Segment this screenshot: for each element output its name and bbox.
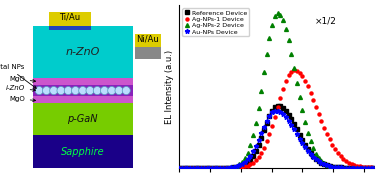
Bar bbox=[135, 34, 161, 47]
Text: Sapphire: Sapphire bbox=[61, 147, 105, 157]
Ag-NPs-1 Device bbox=[303, 80, 307, 82]
Ag-NPs-2 Device bbox=[276, 12, 280, 14]
Circle shape bbox=[57, 86, 65, 95]
Bar bbox=[49, 26, 91, 30]
Ag-NPs-2 Device bbox=[311, 147, 316, 149]
Reference Device bbox=[223, 167, 228, 169]
Au-NPs Device bbox=[371, 167, 376, 169]
Text: Metal NPs: Metal NPs bbox=[0, 64, 36, 88]
Line: Ag-NPs-2 Device: Ag-NPs-2 Device bbox=[177, 11, 375, 170]
Ag-NPs-2 Device bbox=[371, 167, 376, 169]
Circle shape bbox=[35, 86, 43, 95]
Circle shape bbox=[122, 86, 130, 95]
Circle shape bbox=[50, 86, 58, 95]
Au-NPs Device bbox=[289, 124, 294, 126]
Au-NPs Device bbox=[177, 167, 181, 169]
Reference Device bbox=[243, 163, 247, 165]
Au-NPs Device bbox=[311, 156, 316, 158]
Bar bbox=[135, 47, 161, 59]
Bar bbox=[33, 135, 133, 168]
Au-NPs Device bbox=[204, 167, 209, 169]
Line: Reference Device: Reference Device bbox=[178, 104, 375, 169]
Reference Device bbox=[289, 118, 294, 120]
Text: MgO: MgO bbox=[9, 96, 36, 102]
Ag-NPs-2 Device bbox=[223, 167, 228, 169]
Au-NPs Device bbox=[303, 146, 307, 148]
Text: p-GaN: p-GaN bbox=[68, 114, 98, 124]
Ag-NPs-2 Device bbox=[177, 167, 181, 169]
Circle shape bbox=[115, 86, 123, 95]
Reference Device bbox=[311, 155, 316, 157]
Circle shape bbox=[86, 86, 94, 95]
Circle shape bbox=[101, 86, 108, 95]
Bar bbox=[33, 103, 133, 135]
Ag-NPs-2 Device bbox=[303, 121, 307, 123]
Circle shape bbox=[42, 86, 51, 95]
Ag-NPs-2 Device bbox=[289, 53, 294, 55]
Reference Device bbox=[177, 167, 181, 169]
Text: ×1/2: ×1/2 bbox=[314, 16, 336, 25]
Text: n-ZnO: n-ZnO bbox=[65, 47, 100, 57]
Text: Ti/Au: Ti/Au bbox=[59, 13, 81, 22]
Circle shape bbox=[93, 86, 101, 95]
Y-axis label: EL Intensity (a.u.): EL Intensity (a.u.) bbox=[164, 49, 174, 124]
Reference Device bbox=[204, 167, 209, 169]
Legend: Reference Device, Ag-NPs-1 Device, Ag-NPs-2 Device, Au-NPs Device: Reference Device, Ag-NPs-1 Device, Ag-NP… bbox=[182, 8, 249, 36]
Reference Device bbox=[303, 144, 307, 146]
Reference Device bbox=[371, 167, 376, 169]
Bar bbox=[33, 78, 133, 85]
Au-NPs Device bbox=[243, 161, 247, 163]
Ag-NPs-1 Device bbox=[204, 167, 209, 169]
Ag-NPs-1 Device bbox=[243, 165, 247, 167]
Circle shape bbox=[108, 86, 116, 95]
Au-NPs Device bbox=[273, 110, 277, 112]
Au-NPs Device bbox=[223, 167, 228, 169]
Ag-NPs-1 Device bbox=[177, 167, 181, 169]
Ag-NPs-2 Device bbox=[204, 167, 209, 169]
Bar bbox=[33, 26, 133, 78]
Text: i-ZnO: i-ZnO bbox=[5, 85, 36, 91]
Ag-NPs-1 Device bbox=[371, 167, 376, 169]
Bar bbox=[49, 12, 91, 26]
Bar bbox=[33, 96, 133, 103]
Circle shape bbox=[79, 86, 87, 95]
Ag-NPs-1 Device bbox=[292, 69, 296, 71]
Ag-NPs-2 Device bbox=[243, 157, 247, 159]
Text: MgO: MgO bbox=[9, 76, 36, 82]
Ag-NPs-1 Device bbox=[223, 167, 228, 169]
Text: Ni/Au: Ni/Au bbox=[136, 35, 160, 44]
Line: Ag-NPs-1 Device: Ag-NPs-1 Device bbox=[178, 69, 375, 169]
Circle shape bbox=[64, 86, 72, 95]
Line: Au-NPs Device: Au-NPs Device bbox=[177, 108, 376, 170]
Bar bbox=[33, 85, 133, 96]
Circle shape bbox=[71, 86, 79, 95]
Ag-NPs-1 Device bbox=[311, 99, 316, 101]
Ag-NPs-1 Device bbox=[287, 74, 291, 76]
Reference Device bbox=[276, 105, 280, 107]
